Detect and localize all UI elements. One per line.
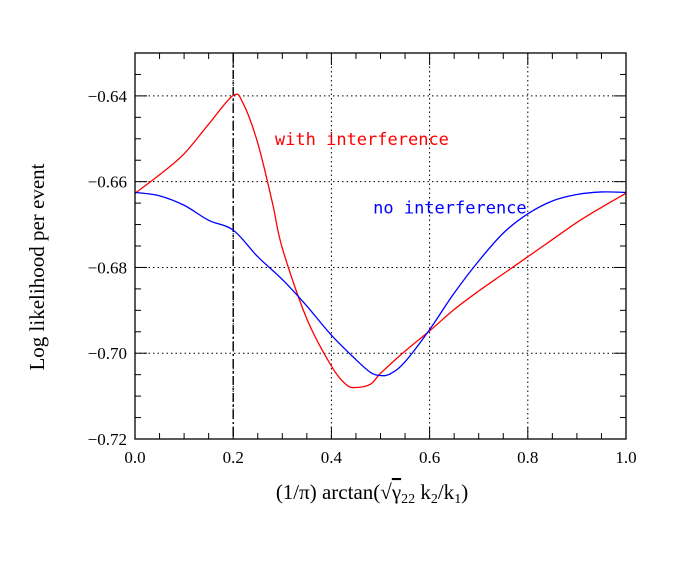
series-line-no-interference (134, 191, 627, 377)
x-label-suffix: ) (461, 480, 468, 504)
x-tick-label: 1.0 (615, 448, 636, 467)
y-tick-label: −0.66 (88, 173, 127, 192)
y-axis-label: Log likelihood per event (25, 163, 49, 370)
x-label-k2-sub: 2 (431, 492, 438, 507)
annotations: with interference no interference (275, 130, 527, 218)
x-tick-label: 0.6 (419, 448, 440, 467)
series-line-with-interference (134, 93, 627, 389)
y-tick-label: −0.72 (88, 430, 127, 449)
y-tick-label: −0.68 (88, 258, 127, 277)
grid (135, 53, 626, 439)
x-label-gamma-sub: 22 (401, 492, 415, 507)
x-label-sqrt: √ (380, 480, 392, 504)
x-label-k1-sub: 1 (454, 492, 461, 507)
x-tick-label: 0.0 (124, 448, 145, 467)
x-label-prefix: (1/π) arctan( (276, 480, 380, 504)
x-label-gamma: γ (391, 480, 401, 504)
y-tick-label: −0.70 (88, 344, 127, 363)
x-tick-label: 0.4 (321, 448, 343, 467)
tick-labels: 0.0 0.2 0.4 0.6 0.8 1.0 −0.72 −0.70 −0.68 −0.66 −0… (88, 87, 637, 467)
x-label-slash: /k (438, 480, 455, 504)
y-tick-label: −0.64 (88, 87, 128, 106)
plot-frame (134, 52, 627, 440)
axis-ticks (134, 52, 627, 440)
x-axis-label: (1/π) arctan(√γ22 k2/k1) (276, 480, 468, 507)
x-label-k2: k (415, 480, 431, 504)
x-tick-label: 0.8 (517, 448, 538, 467)
x-tick-label: 0.2 (223, 448, 244, 467)
annotation-with-interference: with interference (275, 130, 449, 150)
series-group (134, 53, 627, 439)
annotation-no-interference: no interference (373, 198, 527, 218)
